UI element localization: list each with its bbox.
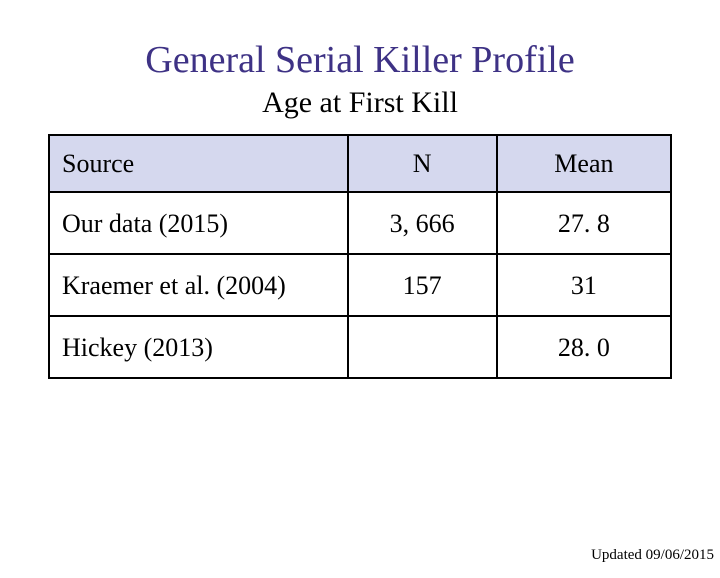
table-row: Kraemer et al. (2004) 157 31 xyxy=(49,254,671,316)
cell-mean: 31 xyxy=(497,254,671,316)
col-header-source: Source xyxy=(49,135,348,192)
table-row: Hickey (2013) 28. 0 xyxy=(49,316,671,378)
cell-source: Hickey (2013) xyxy=(49,316,348,378)
col-header-n: N xyxy=(348,135,497,192)
cell-n xyxy=(348,316,497,378)
cell-n: 157 xyxy=(348,254,497,316)
cell-source: Kraemer et al. (2004) xyxy=(49,254,348,316)
cell-mean: 27. 8 xyxy=(497,192,671,254)
page-title: General Serial Killer Profile xyxy=(0,38,720,82)
cell-source: Our data (2015) xyxy=(49,192,348,254)
cell-n: 3, 666 xyxy=(348,192,497,254)
table-header-row: Source N Mean xyxy=(49,135,671,192)
data-table: Source N Mean Our data (2015) 3, 666 27.… xyxy=(48,134,672,379)
updated-label: Updated 09/06/2015 xyxy=(591,547,714,564)
cell-mean: 28. 0 xyxy=(497,316,671,378)
data-table-container: Source N Mean Our data (2015) 3, 666 27.… xyxy=(48,134,672,379)
table-row: Our data (2015) 3, 666 27. 8 xyxy=(49,192,671,254)
col-header-mean: Mean xyxy=(497,135,671,192)
page-subtitle: Age at First Kill xyxy=(0,86,720,120)
